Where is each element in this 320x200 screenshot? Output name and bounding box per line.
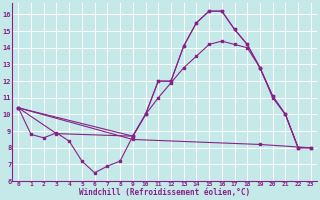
X-axis label: Windchill (Refroidissement éolien,°C): Windchill (Refroidissement éolien,°C) [79,188,250,197]
